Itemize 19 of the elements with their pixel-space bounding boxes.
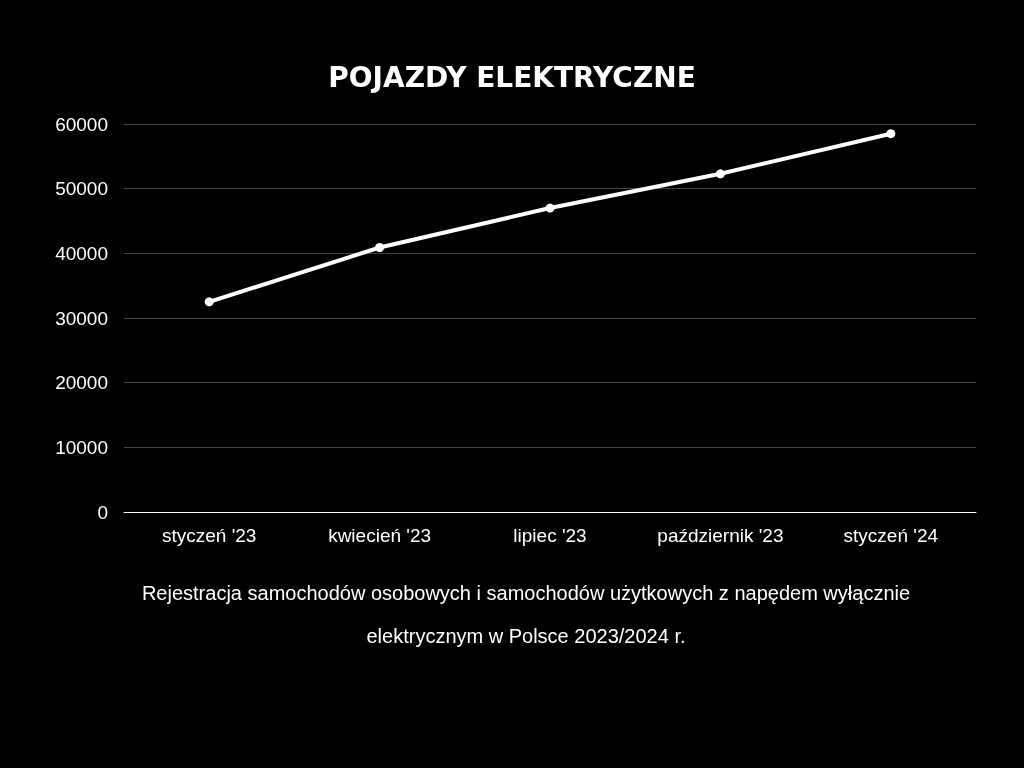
y-tick-label: 20000 (55, 372, 108, 394)
y-tick-label: 50000 (55, 178, 108, 200)
y-tick-label: 0 (97, 501, 108, 523)
y-tick-label: 10000 (55, 436, 108, 458)
x-tick-label: październik '23 (657, 525, 784, 546)
point (545, 203, 555, 213)
x-tick-label: lipiec '23 (513, 525, 587, 546)
x-tick-label: styczeń '24 (843, 525, 939, 546)
text: Rejestracja samochodów osobowych i samochodów użytkowych z napędem wyłącznie elektrycznym w Polsce 2023/2024 r. (140, 581, 912, 649)
y-tick-label: 60000 (55, 113, 108, 135)
x-tick-label: kwiecień '23 (328, 525, 432, 546)
point (375, 243, 385, 253)
point (886, 129, 896, 139)
point (715, 169, 725, 179)
x-tick-label: styczeń '23 (161, 525, 257, 546)
y-tick-label: 30000 (55, 307, 108, 329)
point (204, 297, 214, 307)
y-tick-label: 40000 (55, 242, 108, 264)
chart-title: POJAZDY ELEKTRYCZNE (328, 60, 696, 94)
